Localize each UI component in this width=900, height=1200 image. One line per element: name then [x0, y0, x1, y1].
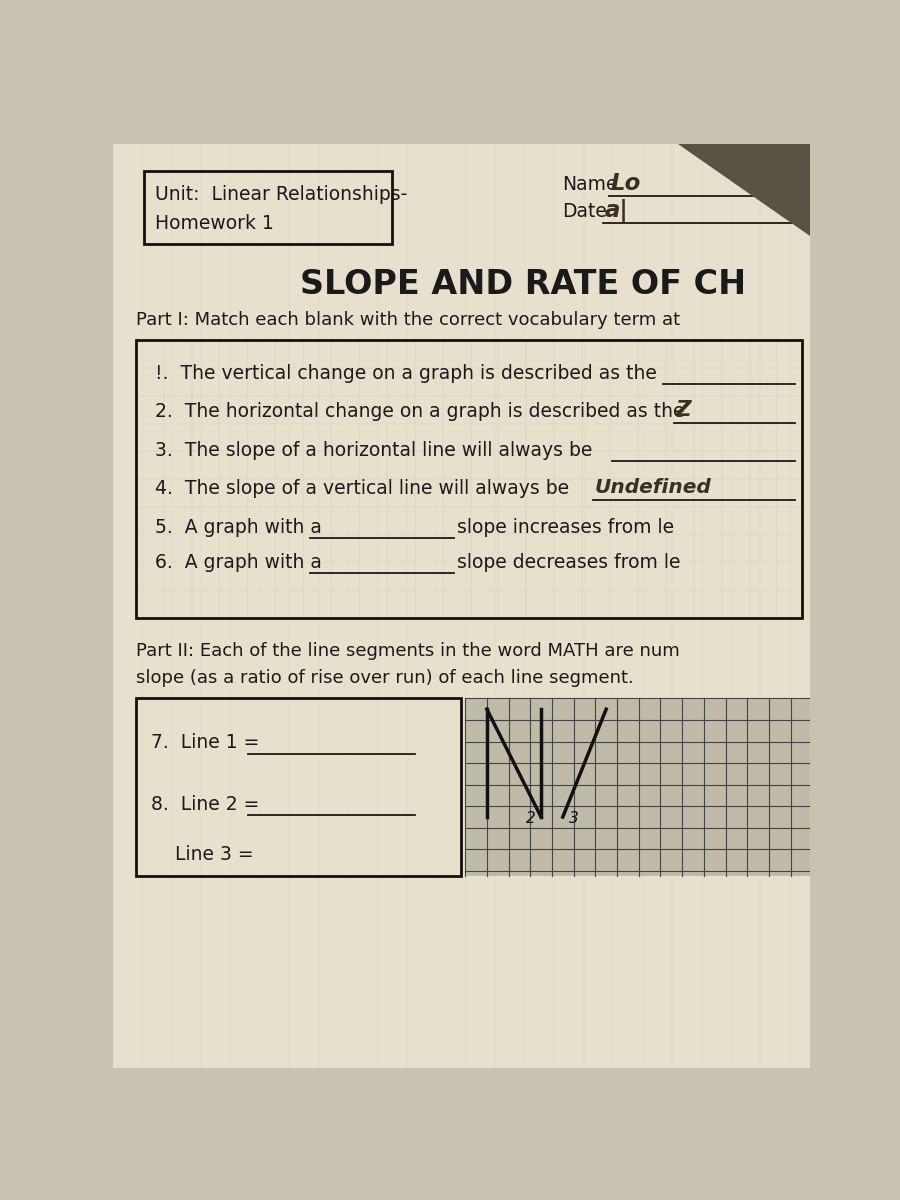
- Text: Line 3 =: Line 3 =: [151, 845, 254, 864]
- Text: Date: Date: [562, 202, 607, 221]
- Text: a|: a|: [605, 199, 628, 222]
- Text: 8.  Line 2 =: 8. Line 2 =: [151, 796, 259, 814]
- Polygon shape: [679, 144, 810, 236]
- Text: 4.  The slope of a vertical line will always be: 4. The slope of a vertical line will alw…: [155, 479, 569, 498]
- Text: Part I: Match each blank with the correct vocabulary term at: Part I: Match each blank with the correc…: [136, 311, 680, 329]
- Text: 5.  A graph with a: 5. A graph with a: [155, 518, 322, 536]
- Text: slope increases from le: slope increases from le: [457, 518, 674, 536]
- Text: SLOPE AND RATE OF CH: SLOPE AND RATE OF CH: [301, 268, 746, 301]
- Bar: [143, 170, 392, 244]
- Text: 7.  Line 1 =: 7. Line 1 =: [151, 733, 259, 752]
- Text: Z: Z: [676, 400, 691, 420]
- Text: 3: 3: [570, 811, 579, 827]
- Text: Unit:  Linear Relationships-: Unit: Linear Relationships-: [155, 185, 408, 204]
- Text: Name: Name: [562, 175, 617, 194]
- Text: !.  The vertical change on a graph is described as the: !. The vertical change on a graph is des…: [155, 364, 657, 383]
- Text: slope decreases from le: slope decreases from le: [457, 552, 681, 571]
- Text: Lo: Lo: [610, 172, 641, 196]
- Text: 2: 2: [526, 811, 536, 827]
- Text: 3.  The slope of a horizontal line will always be: 3. The slope of a horizontal line will a…: [155, 440, 592, 460]
- Bar: [465, 698, 810, 876]
- Bar: [136, 341, 802, 618]
- Text: 6.  A graph with a: 6. A graph with a: [155, 552, 322, 571]
- Text: Part II: Each of the line segments in the word MATH are num: Part II: Each of the line segments in th…: [136, 642, 680, 660]
- Text: slope (as a ratio of rise over run) of each line segment.: slope (as a ratio of rise over run) of e…: [136, 670, 634, 686]
- Text: Homework 1: Homework 1: [155, 214, 274, 233]
- Bar: [136, 698, 461, 876]
- Text: 2.  The horizontal change on a graph is described as the: 2. The horizontal change on a graph is d…: [155, 402, 685, 421]
- Text: Undefined: Undefined: [595, 478, 711, 497]
